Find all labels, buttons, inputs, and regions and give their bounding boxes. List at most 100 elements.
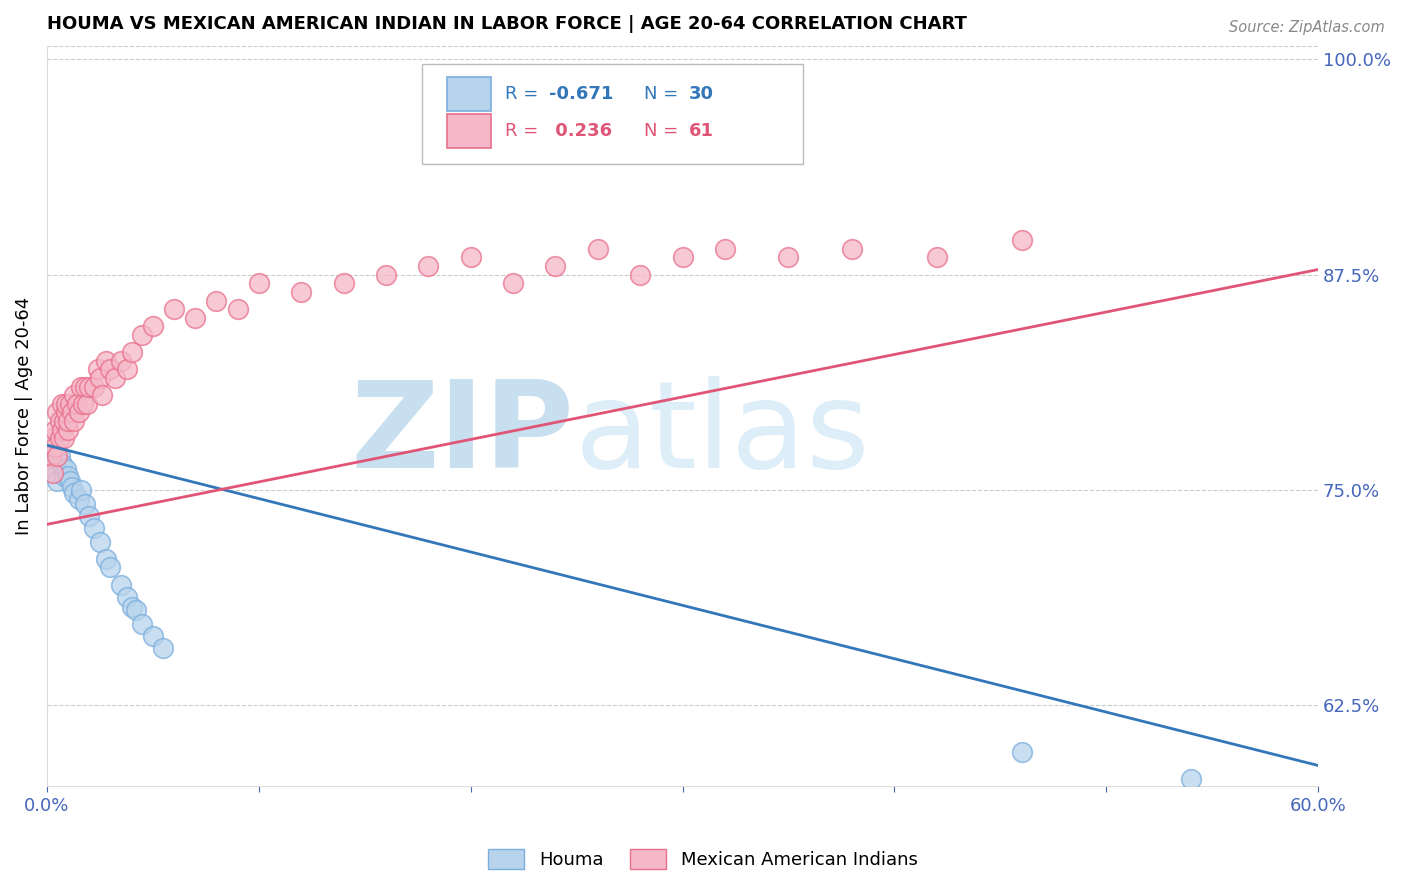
Point bbox=[110, 577, 132, 591]
Point bbox=[42, 431, 65, 445]
Point bbox=[67, 491, 90, 506]
Point bbox=[73, 379, 96, 393]
Point bbox=[51, 397, 73, 411]
Point bbox=[460, 251, 482, 265]
Point bbox=[247, 277, 270, 291]
Point bbox=[671, 251, 693, 265]
Point bbox=[100, 560, 122, 574]
Point bbox=[56, 414, 79, 428]
Point bbox=[63, 388, 86, 402]
Point bbox=[110, 353, 132, 368]
Point bbox=[131, 328, 153, 343]
Point bbox=[83, 379, 105, 393]
Point bbox=[63, 486, 86, 500]
Point bbox=[55, 462, 77, 476]
Point bbox=[69, 379, 91, 393]
Y-axis label: In Labor Force | Age 20-64: In Labor Force | Age 20-64 bbox=[15, 297, 32, 535]
Point bbox=[89, 534, 111, 549]
Point bbox=[59, 475, 82, 489]
Point bbox=[60, 479, 83, 493]
Text: HOUMA VS MEXICAN AMERICAN INDIAN IN LABOR FORCE | AGE 20-64 CORRELATION CHART: HOUMA VS MEXICAN AMERICAN INDIAN IN LABO… bbox=[46, 15, 967, 33]
Point bbox=[205, 293, 228, 308]
Point bbox=[42, 466, 65, 480]
Point bbox=[69, 483, 91, 497]
Point bbox=[131, 617, 153, 632]
Point bbox=[60, 405, 83, 419]
Point bbox=[77, 508, 100, 523]
Text: -0.671: -0.671 bbox=[548, 85, 613, 103]
Point bbox=[586, 242, 609, 256]
Point bbox=[96, 551, 118, 566]
Point bbox=[65, 397, 87, 411]
Point bbox=[226, 302, 249, 317]
Point bbox=[117, 362, 139, 376]
Point bbox=[628, 268, 651, 282]
Point bbox=[374, 268, 396, 282]
FancyBboxPatch shape bbox=[422, 64, 803, 164]
Point bbox=[46, 449, 69, 463]
Point bbox=[72, 397, 94, 411]
Point bbox=[83, 521, 105, 535]
Text: ZIP: ZIP bbox=[350, 376, 575, 493]
Point bbox=[63, 414, 86, 428]
Point bbox=[39, 449, 62, 463]
Point bbox=[91, 388, 114, 402]
Point bbox=[142, 629, 165, 643]
Legend: Houma, Mexican American Indians: Houma, Mexican American Indians bbox=[479, 839, 927, 879]
Point bbox=[42, 440, 65, 454]
Point bbox=[44, 452, 66, 467]
Point bbox=[46, 405, 69, 419]
Point bbox=[73, 497, 96, 511]
Point bbox=[76, 397, 98, 411]
Point bbox=[121, 345, 143, 359]
Point bbox=[1011, 233, 1033, 247]
Point bbox=[89, 371, 111, 385]
Point bbox=[48, 449, 70, 463]
Point bbox=[46, 475, 69, 489]
Point bbox=[51, 457, 73, 471]
Point bbox=[87, 362, 110, 376]
FancyBboxPatch shape bbox=[447, 114, 491, 148]
Text: Source: ZipAtlas.com: Source: ZipAtlas.com bbox=[1229, 20, 1385, 35]
Point bbox=[56, 423, 79, 437]
Point bbox=[44, 423, 66, 437]
Point bbox=[925, 251, 948, 265]
Point bbox=[46, 466, 69, 480]
Text: N =: N = bbox=[644, 85, 685, 103]
Point bbox=[332, 277, 354, 291]
Point bbox=[184, 310, 207, 325]
Point bbox=[67, 405, 90, 419]
Point bbox=[44, 440, 66, 454]
Point bbox=[51, 423, 73, 437]
Point bbox=[544, 259, 567, 273]
Point bbox=[142, 319, 165, 334]
Point bbox=[117, 590, 139, 604]
Point bbox=[104, 371, 127, 385]
Point bbox=[55, 397, 77, 411]
Text: 0.236: 0.236 bbox=[548, 122, 612, 140]
Point bbox=[841, 242, 863, 256]
Point bbox=[121, 600, 143, 615]
Point bbox=[39, 449, 62, 463]
Point bbox=[778, 251, 800, 265]
Point bbox=[52, 469, 75, 483]
Point bbox=[96, 353, 118, 368]
Point bbox=[502, 277, 524, 291]
Point bbox=[52, 414, 75, 428]
Text: 61: 61 bbox=[689, 122, 714, 140]
Point bbox=[1180, 772, 1202, 787]
Text: N =: N = bbox=[644, 122, 685, 140]
Point bbox=[152, 641, 174, 656]
FancyBboxPatch shape bbox=[447, 77, 491, 111]
Point bbox=[100, 362, 122, 376]
Text: atlas: atlas bbox=[575, 376, 870, 493]
Point bbox=[125, 603, 148, 617]
Point bbox=[1011, 745, 1033, 759]
Point bbox=[52, 431, 75, 445]
Point bbox=[48, 431, 70, 445]
Point bbox=[59, 397, 82, 411]
Point bbox=[163, 302, 186, 317]
Point bbox=[714, 242, 737, 256]
Point bbox=[48, 414, 70, 428]
Point bbox=[55, 405, 77, 419]
